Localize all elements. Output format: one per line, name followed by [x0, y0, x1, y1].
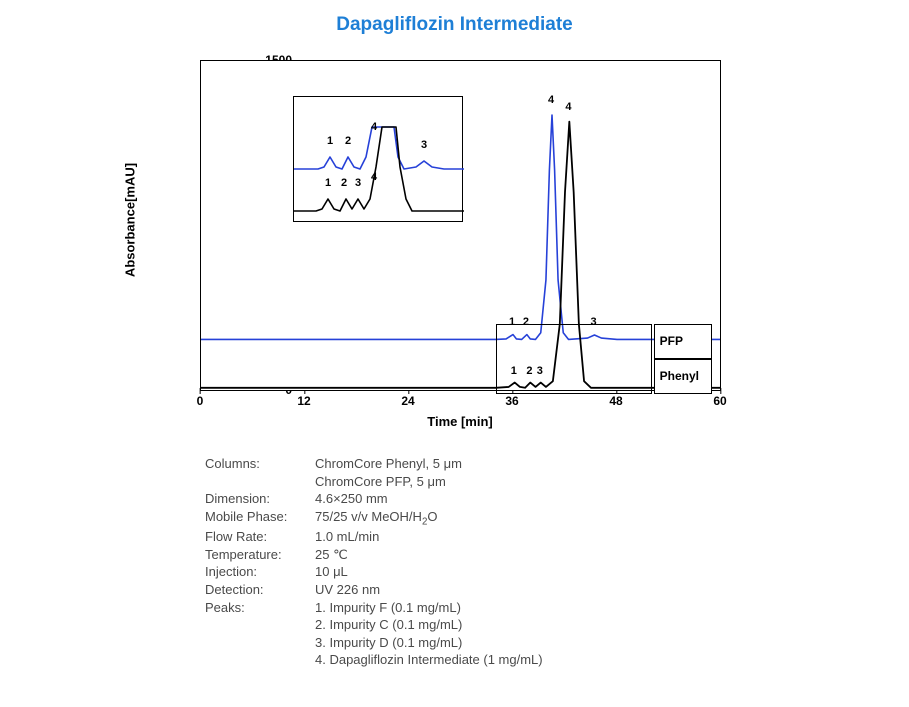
y-axis-label: Absorbance[mAU]	[123, 163, 138, 277]
param-val-peak-3: 3. Impurity D (0.1 mg/mL)	[315, 634, 462, 652]
param-val-temperature: 25 ℃	[315, 546, 348, 564]
param-val-peak-4: 4. Dapagliflozin Intermediate (1 mg/mL)	[315, 651, 543, 669]
param-val-mobile-phase: 75/25 v/v MeOH/H2O	[315, 508, 438, 529]
param-val-peak-1: 1. Impurity F (0.1 mg/mL)	[315, 599, 461, 617]
zoom-rectangle	[496, 324, 652, 394]
x-tick: 12	[297, 394, 310, 408]
inset-peak-label: 3	[421, 139, 427, 151]
param-val-detection: UV 226 nm	[315, 581, 380, 599]
legend-pfp-label: PFP	[660, 334, 683, 348]
peak-label: 4	[548, 94, 554, 106]
legend-phenyl-label: Phenyl	[660, 369, 699, 383]
x-tick: 36	[505, 394, 518, 408]
param-key-detection: Detection:	[205, 581, 315, 599]
param-val-peak-2: 2. Impurity C (0.1 mg/mL)	[315, 616, 462, 634]
page: Dapagliflozin Intermediate Absorbance[mA…	[0, 0, 909, 707]
inset-peak-label: 3	[355, 177, 361, 189]
x-tick: 0	[197, 394, 204, 408]
chromatogram-chart: Absorbance[mAU] Time [min] 0300600900120…	[140, 50, 760, 450]
x-tick: 24	[401, 394, 414, 408]
param-key-flow-rate: Flow Rate:	[205, 528, 315, 546]
plot-border-right	[720, 60, 721, 390]
param-val-flow-rate: 1.0 mL/min	[315, 528, 379, 546]
x-tick: 60	[713, 394, 726, 408]
inset-peak-label: 2	[345, 135, 351, 147]
param-val-dimension: 4.6×250 mm	[315, 490, 388, 508]
inset-svg	[294, 97, 464, 223]
param-key-mobile-phase: Mobile Phase:	[205, 508, 315, 529]
inset-peak-label: 4	[371, 171, 377, 183]
peak-label: 4	[565, 101, 571, 113]
param-key-injection: Injection:	[205, 563, 315, 581]
plot-area: 12431234 PFP Phenyl 12431234	[200, 60, 721, 391]
param-key-dimension: Dimension:	[205, 490, 315, 508]
param-val-injection: 10 μL	[315, 563, 348, 581]
inset-peak-label: 1	[325, 177, 331, 189]
parameters-table: Columns: ChromCore Phenyl, 5 μm ChromCor…	[205, 455, 543, 669]
inset-peak-label: 2	[341, 177, 347, 189]
param-key-columns: Columns:	[205, 455, 315, 473]
plot-border-top	[200, 60, 720, 61]
inset-peak-label: 1	[327, 135, 333, 147]
param-val-columns-1: ChromCore Phenyl, 5 μm	[315, 455, 462, 473]
page-title: Dapagliflozin Intermediate	[0, 14, 909, 36]
param-key-peaks: Peaks:	[205, 599, 315, 617]
inset-box: 12431234	[293, 96, 463, 222]
x-axis-label: Time [min]	[427, 414, 493, 429]
param-key-temperature: Temperature:	[205, 546, 315, 564]
param-val-columns-2: ChromCore PFP, 5 μm	[315, 473, 446, 491]
inset-peak-label: 4	[371, 121, 377, 133]
x-tick: 48	[609, 394, 622, 408]
